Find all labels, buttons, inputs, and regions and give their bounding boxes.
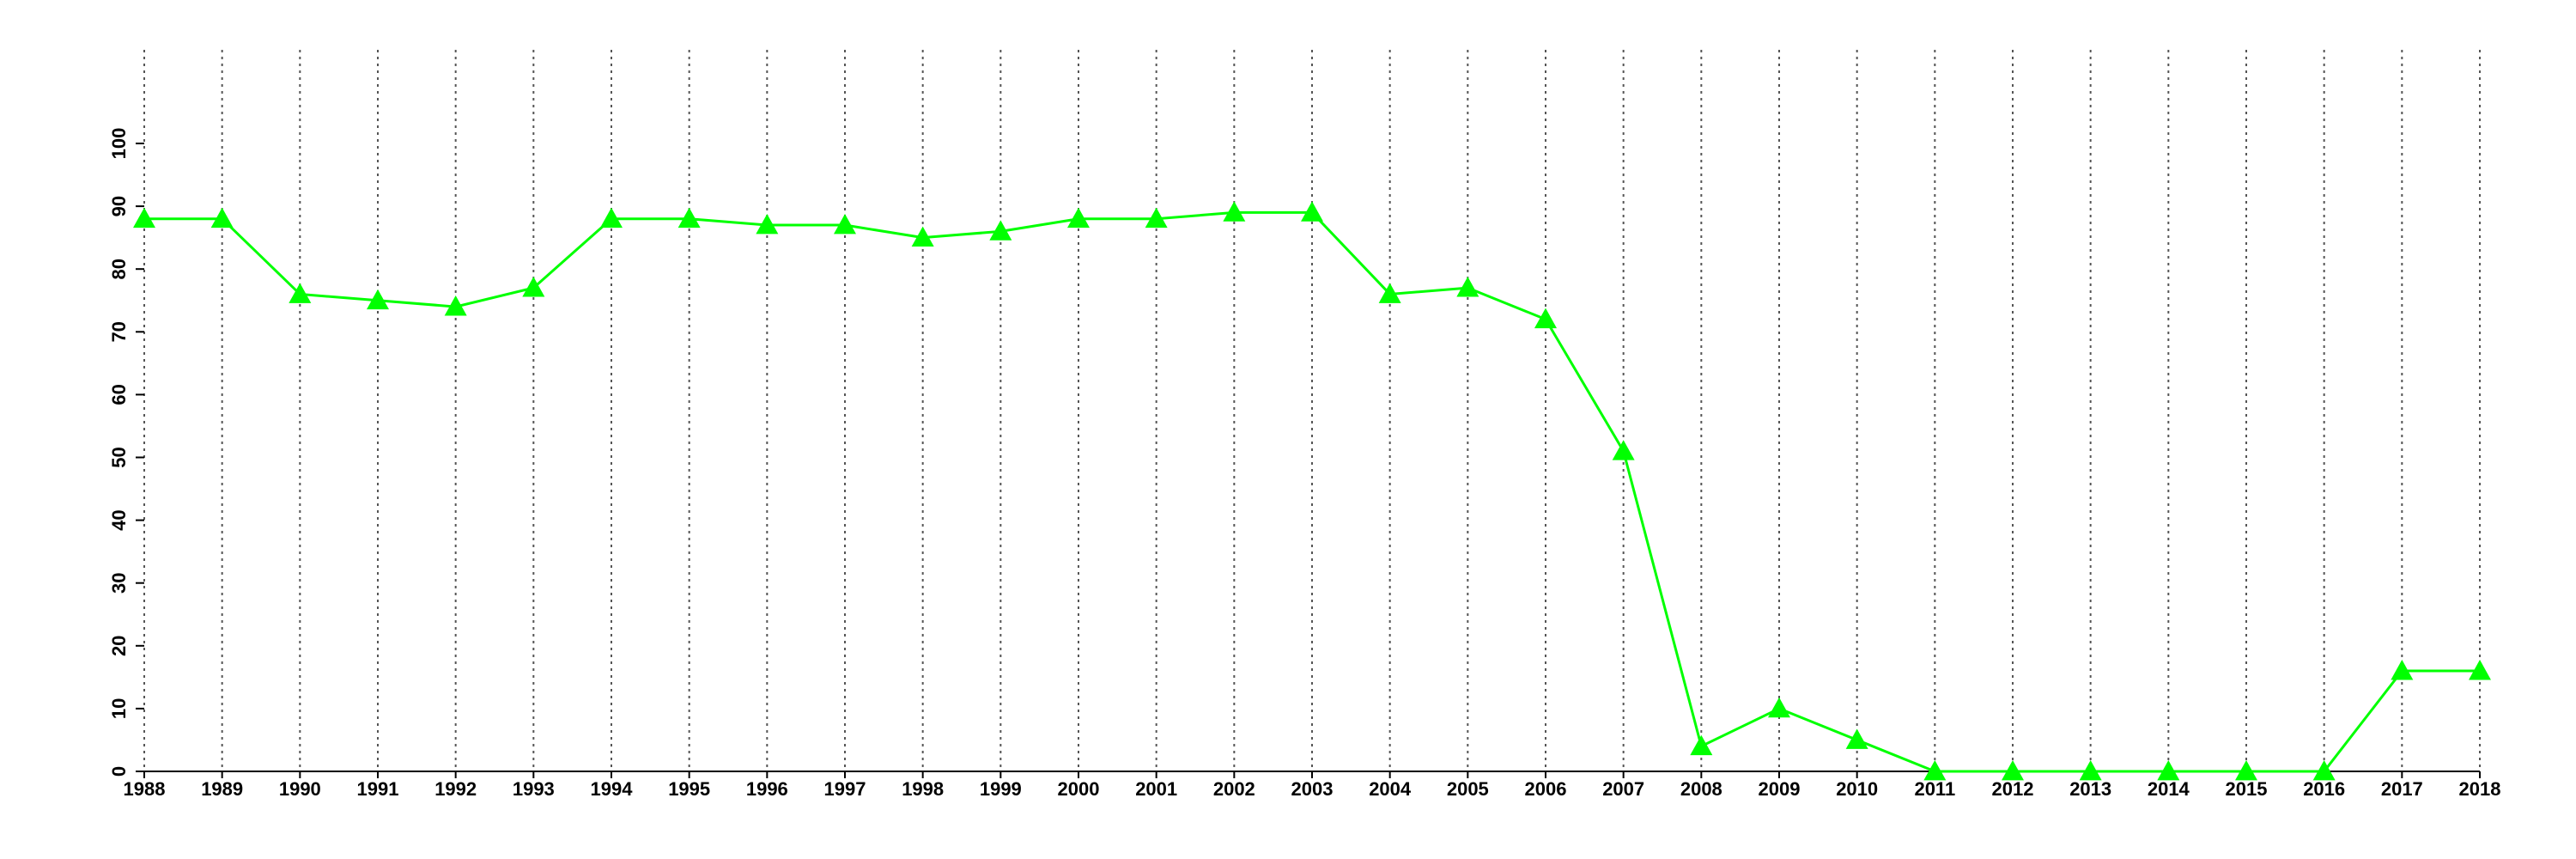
marker [2469, 660, 2491, 680]
x-tick-label: 2010 [1836, 778, 1878, 800]
marker [289, 283, 312, 303]
x-tick-label: 2002 [1213, 778, 1255, 800]
x-tick-label: 2004 [1369, 778, 1412, 800]
marker [1690, 734, 1713, 756]
marker [1301, 201, 1323, 222]
marker [2079, 760, 2102, 781]
marker [677, 207, 701, 228]
marker [2235, 760, 2257, 781]
y-tick-label: 50 [108, 447, 130, 467]
y-tick-label: 20 [108, 636, 130, 656]
marker [1534, 308, 1557, 329]
marker [989, 220, 1012, 241]
x-tick-label: 1997 [824, 778, 866, 800]
marker [1456, 277, 1479, 297]
x-tick-label: 1991 [357, 778, 399, 800]
marker [2157, 760, 2180, 781]
x-tick-label: 2000 [1058, 778, 1100, 800]
marker [756, 214, 779, 235]
y-tick-label: 40 [108, 509, 130, 530]
marker [911, 226, 934, 247]
marker [2312, 760, 2336, 781]
marker [1378, 283, 1401, 303]
marker [1223, 201, 1246, 222]
x-tick-label: 2015 [2226, 778, 2268, 800]
x-tick-label: 2008 [1680, 778, 1722, 800]
marker [600, 207, 623, 228]
y-tick-label: 90 [108, 196, 130, 216]
x-tick-label: 1993 [513, 778, 555, 800]
y-tick-label: 10 [108, 698, 130, 719]
marker [1145, 207, 1168, 228]
x-tick-label: 1990 [279, 778, 321, 800]
marker [133, 207, 155, 228]
marker [1845, 728, 1868, 749]
x-tick-label: 2003 [1291, 778, 1334, 800]
marker [522, 277, 545, 297]
x-tick-label: 2017 [2381, 778, 2423, 800]
x-tick-label: 2005 [1447, 778, 1489, 800]
x-tick-label: 1996 [746, 778, 788, 800]
marker [444, 295, 467, 316]
x-tick-label: 2018 [2459, 778, 2501, 800]
y-tick-label: 80 [108, 259, 130, 279]
marker [1923, 760, 1947, 781]
y-tick-label: 0 [108, 766, 130, 777]
y-tick-label: 30 [108, 572, 130, 593]
y-tick-label: 60 [108, 384, 130, 405]
x-tick-label: 1992 [434, 778, 477, 800]
x-tick-label: 1989 [201, 778, 243, 800]
marker [2391, 660, 2414, 680]
x-tick-label: 2007 [1602, 778, 1644, 800]
marker [834, 214, 856, 235]
x-tick-label: 2014 [2148, 778, 2190, 800]
y-tick-label: 100 [108, 128, 130, 160]
x-tick-label: 1988 [124, 778, 166, 800]
x-tick-label: 2011 [1914, 778, 1955, 800]
x-tick-label: 1995 [668, 778, 710, 800]
x-tick-label: 2013 [2069, 778, 2111, 800]
x-tick-label: 2009 [1759, 778, 1801, 800]
y-tick-label: 70 [108, 321, 130, 342]
x-tick-label: 2016 [2303, 778, 2345, 800]
x-tick-label: 2001 [1135, 778, 1177, 800]
marker [210, 207, 234, 228]
x-tick-label: 2006 [1525, 778, 1567, 800]
x-tick-label: 1998 [902, 778, 944, 800]
marker [2002, 760, 2024, 781]
x-tick-label: 2012 [1992, 778, 2034, 800]
x-tick-label: 1999 [980, 778, 1022, 800]
marker [1768, 697, 1790, 718]
x-tick-label: 1994 [591, 778, 634, 800]
marker [367, 289, 389, 310]
marker [1067, 207, 1090, 228]
marker [1612, 440, 1635, 460]
